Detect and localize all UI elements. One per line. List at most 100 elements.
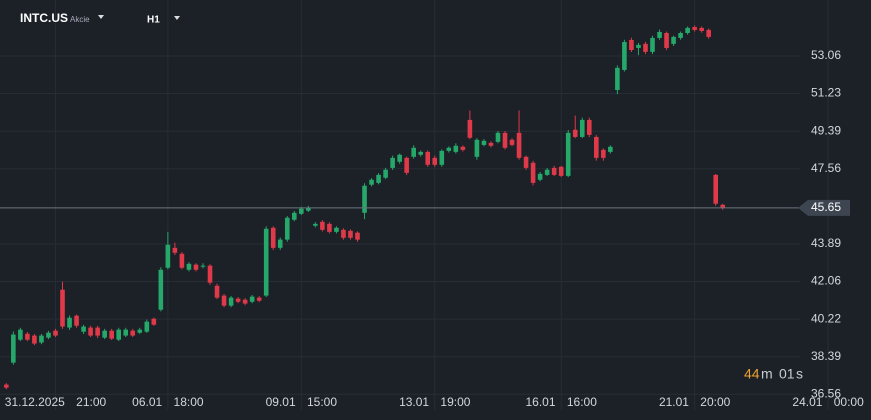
current-price-tag — [798, 199, 850, 216]
candle-body — [116, 329, 122, 340]
candle-body — [291, 212, 297, 220]
candle-body — [102, 330, 107, 338]
candle-body — [313, 223, 318, 226]
candle-body — [53, 330, 58, 336]
candle-body — [509, 139, 515, 145]
candle-body — [446, 147, 452, 151]
candle-body — [390, 157, 395, 168]
candle-body — [88, 327, 93, 336]
y-tick-label: 42.06 — [811, 274, 841, 288]
candle-body — [425, 151, 431, 165]
candle-body — [341, 229, 346, 238]
candle-body — [523, 156, 529, 168]
candle-body — [334, 227, 339, 232]
candle-body — [193, 264, 199, 270]
x-tick-label: 21.01 20:00 — [659, 395, 731, 409]
candle-body — [720, 204, 726, 208]
x-tick-label: 31.12.2025 21:00 — [5, 395, 107, 409]
asset-class[interactable]: Akcie — [70, 15, 90, 24]
candle-body — [256, 297, 262, 301]
candle-body — [594, 136, 599, 158]
candle-body — [200, 265, 206, 267]
candle-body — [481, 140, 487, 145]
candle-body — [60, 289, 65, 327]
plot-area — [0, 0, 829, 410]
candle-body — [4, 384, 9, 388]
candle-body — [383, 169, 388, 178]
candle-body — [558, 166, 564, 176]
timeframe-selector[interactable]: H1 — [147, 15, 180, 26]
candle-body — [123, 329, 129, 336]
candle-body — [397, 154, 402, 162]
candle-body — [488, 142, 494, 146]
candle-body — [608, 146, 613, 152]
candle-body — [586, 119, 592, 135]
countdown: 44 m 01 s — [744, 366, 803, 382]
candle-body — [165, 244, 171, 268]
candle-body — [39, 335, 44, 343]
candle-body — [32, 335, 37, 344]
timeframe[interactable]: H1 — [147, 15, 160, 26]
candle-body — [144, 321, 150, 332]
candle-body — [495, 132, 501, 142]
candle-body — [474, 139, 480, 157]
candle-body — [369, 179, 374, 185]
candle-body — [530, 162, 536, 183]
candle-body — [270, 227, 276, 248]
candle-body — [284, 217, 290, 240]
symbol-selector[interactable]: INTC.US Akcie — [20, 11, 104, 25]
y-tick-label: 49.39 — [811, 123, 841, 137]
candle-body — [376, 174, 381, 183]
candle-body — [629, 39, 634, 51]
candle-body — [572, 129, 578, 137]
candle-body — [706, 29, 711, 37]
candle-body — [579, 119, 585, 137]
countdown-unit: s — [796, 366, 803, 382]
candle-body — [650, 37, 655, 52]
y-tick-label: 43.89 — [811, 236, 841, 250]
candle-body — [235, 298, 241, 302]
candle-body — [11, 334, 16, 363]
candle-body — [432, 157, 438, 165]
candle-body — [277, 239, 283, 248]
candle-body — [151, 318, 157, 325]
candle-body — [671, 36, 676, 44]
candle-body — [537, 173, 543, 180]
candle-body — [713, 174, 719, 204]
candle-body — [327, 223, 332, 232]
countdown-seconds: 01 — [779, 366, 795, 382]
candle-body — [565, 132, 571, 176]
candle-body — [544, 169, 550, 175]
candle-body — [221, 295, 227, 306]
x-tick-label: 13.01 19:00 — [399, 395, 471, 409]
candle-body — [249, 296, 255, 302]
candle-body — [467, 119, 473, 138]
candle-body — [242, 299, 248, 304]
candle-body — [453, 145, 459, 152]
candle-body — [636, 44, 641, 48]
y-tick-label: 53.06 — [811, 48, 841, 62]
y-tick-label: 47.56 — [811, 161, 841, 175]
x-tick-label: 06.01 18:00 — [132, 395, 204, 409]
candle-body — [306, 207, 311, 211]
candle-body — [228, 297, 234, 306]
candle-body — [109, 330, 114, 339]
candle-body — [355, 232, 360, 240]
y-tick-label: 36.56 — [811, 386, 841, 400]
candle-body — [320, 221, 325, 230]
candle-body — [657, 31, 662, 38]
candle-body — [643, 43, 648, 52]
symbol[interactable]: INTC.US — [20, 11, 68, 25]
candle-body — [95, 327, 100, 336]
candle-body — [348, 230, 353, 238]
candle-body — [622, 42, 627, 70]
candle-body — [18, 329, 23, 340]
candle-body — [130, 330, 136, 336]
candle-body — [664, 33, 669, 48]
candle-body — [516, 132, 522, 158]
dropdown-arrow[interactable] — [98, 15, 104, 19]
candle-body — [158, 269, 164, 310]
candle-body — [263, 228, 269, 296]
dropdown-arrow[interactable] — [174, 16, 180, 20]
candle-body — [692, 27, 697, 30]
